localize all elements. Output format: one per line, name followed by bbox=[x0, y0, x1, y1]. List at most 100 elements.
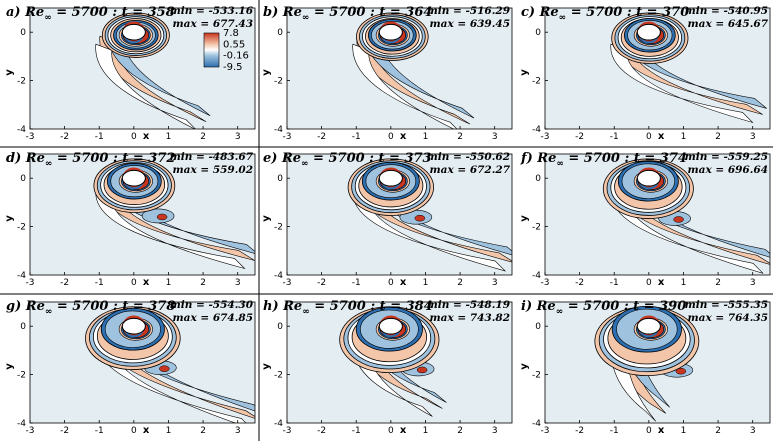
x-tick-label: 2 bbox=[715, 132, 721, 142]
y-axis-label: y bbox=[519, 69, 530, 76]
contour-field bbox=[610, 12, 767, 124]
color-legend: 7.80.55-0.16-9.5 bbox=[203, 28, 249, 73]
x-tick-label: 1 bbox=[681, 278, 687, 288]
panel-g: -3 -2 -1 0 1 2 3x0-2-4yg) Re∞ = 5700 : t = 378… bbox=[4, 299, 256, 436]
panel-max-value: max = 674.85 bbox=[173, 312, 253, 324]
y-tick-label: -4 bbox=[17, 125, 26, 135]
y-axis-label: y bbox=[4, 69, 15, 76]
x-axis-label: x bbox=[400, 277, 407, 288]
contour-field bbox=[95, 12, 211, 129]
y-tick-label: -4 bbox=[17, 419, 26, 429]
x-axis-label: x bbox=[658, 131, 665, 142]
y-tick-label: -4 bbox=[17, 271, 26, 281]
panel-a: -3 -2 -1 0 1 2 3x0-2-4ya) Re∞ = 5700 : t = 358… bbox=[4, 5, 256, 142]
y-tick-label: 0 bbox=[277, 322, 283, 332]
axes-frame bbox=[29, 153, 256, 276]
x-tick-label: -1 bbox=[352, 278, 361, 288]
panel-max-value: max = 639.45 bbox=[430, 18, 510, 30]
x-tick-label: 0 bbox=[646, 278, 652, 288]
y-tick-label: -2 bbox=[274, 77, 283, 87]
panel-min-value: min = -550.62 bbox=[427, 151, 510, 163]
x-tick-label: 1 bbox=[681, 426, 687, 436]
x-tick-label: 2 bbox=[200, 426, 206, 436]
legend-label: -0.16 bbox=[223, 51, 249, 62]
axes-frame bbox=[29, 7, 256, 130]
panel-max-value: max = 743.82 bbox=[430, 312, 510, 324]
y-tick-label: -2 bbox=[532, 223, 541, 233]
panel-min-value: min = -483.67 bbox=[170, 151, 254, 163]
panel-title: g) Re∞ = 5700 : t = 378 bbox=[6, 299, 175, 317]
x-tick-label: -3 bbox=[26, 426, 35, 436]
legend-colorbar bbox=[203, 32, 220, 68]
axes-frame bbox=[29, 301, 256, 424]
x-tick-label: -1 bbox=[610, 426, 619, 436]
x-tick-label: 1 bbox=[681, 132, 687, 142]
shed-vortex-core bbox=[416, 366, 428, 374]
panel-f: -3 -2 -1 0 1 2 3x0-2-4yf) Re∞ = 5700 : t = 374… bbox=[519, 151, 771, 288]
contour-field bbox=[594, 305, 700, 422]
x-tick-label: 1 bbox=[166, 426, 172, 436]
panel-title: a) Re∞ = 5700 : t = 358 bbox=[6, 5, 175, 23]
x-tick-label: -1 bbox=[95, 132, 104, 142]
cylinder bbox=[636, 317, 661, 335]
x-tick-label: -1 bbox=[610, 132, 619, 142]
cylinder bbox=[378, 317, 403, 335]
x-axis-label: x bbox=[400, 425, 407, 436]
y-tick-label: 0 bbox=[20, 322, 26, 332]
x-tick-label: -3 bbox=[283, 278, 292, 288]
cylinder bbox=[121, 23, 146, 41]
y-axis-label: y bbox=[519, 363, 530, 370]
panel-min-value: min = -540.95 bbox=[685, 5, 768, 17]
x-tick-label: 2 bbox=[457, 426, 463, 436]
y-tick-label: -2 bbox=[274, 223, 283, 233]
x-tick-label: -3 bbox=[541, 426, 550, 436]
x-tick-label: 3 bbox=[492, 278, 498, 288]
x-tick-label: 3 bbox=[235, 278, 241, 288]
x-tick-label: -2 bbox=[317, 426, 326, 436]
axes-frame bbox=[286, 153, 513, 276]
y-axis-label: y bbox=[519, 215, 530, 222]
y-axis-label: y bbox=[4, 363, 15, 370]
x-tick-label: 1 bbox=[423, 426, 429, 436]
panel-c: -3 -2 -1 0 1 2 3x0-2-4yc) Re∞ = 5700 : t = 370… bbox=[519, 5, 771, 142]
x-tick-label: 2 bbox=[715, 278, 721, 288]
shed-vortex-core bbox=[675, 367, 687, 375]
y-tick-label: -4 bbox=[532, 125, 541, 135]
y-tick-label: 0 bbox=[277, 174, 283, 184]
x-tick-label: 1 bbox=[423, 132, 429, 142]
panel-max-value: max = 645.67 bbox=[688, 18, 769, 30]
axes-frame bbox=[544, 7, 771, 130]
x-tick-label: -2 bbox=[575, 426, 584, 436]
axes-frame bbox=[544, 301, 771, 424]
panel-title: b) Re∞ = 5700 : t = 364 bbox=[263, 5, 432, 23]
shed-vortex-core bbox=[159, 365, 170, 372]
x-tick-label: -1 bbox=[352, 132, 361, 142]
cylinder bbox=[378, 23, 403, 41]
shed-vortex-core bbox=[673, 216, 684, 223]
cylinder bbox=[636, 169, 661, 187]
x-tick-label: 2 bbox=[200, 132, 206, 142]
y-tick-label: -2 bbox=[274, 371, 283, 381]
axes-frame bbox=[286, 301, 513, 424]
panel-h: -3 -2 -1 0 1 2 3x0-2-4yh) Re∞ = 5700 : t = 384… bbox=[261, 299, 513, 436]
panel-title: i) Re∞ = 5700 : t = 390 bbox=[521, 299, 686, 317]
x-tick-label: -2 bbox=[60, 426, 69, 436]
cylinder bbox=[378, 169, 403, 187]
x-tick-label: 0 bbox=[388, 278, 394, 288]
y-tick-label: 0 bbox=[535, 28, 541, 38]
y-tick-label: 0 bbox=[535, 174, 541, 184]
x-tick-label: 3 bbox=[492, 426, 498, 436]
x-tick-label: -3 bbox=[541, 132, 550, 142]
panel-min-value: min = -533.16 bbox=[170, 5, 254, 17]
x-tick-label: 0 bbox=[131, 278, 137, 288]
y-tick-label: -4 bbox=[274, 419, 283, 429]
y-axis-label: y bbox=[261, 69, 272, 76]
y-tick-label: -2 bbox=[532, 77, 541, 87]
x-tick-label: -2 bbox=[575, 132, 584, 142]
x-tick-label: 0 bbox=[131, 132, 137, 142]
x-tick-label: 3 bbox=[750, 426, 756, 436]
axes-frame bbox=[544, 153, 771, 276]
x-tick-label: 0 bbox=[388, 132, 394, 142]
contour-field bbox=[85, 306, 255, 423]
x-axis-label: x bbox=[658, 425, 665, 436]
